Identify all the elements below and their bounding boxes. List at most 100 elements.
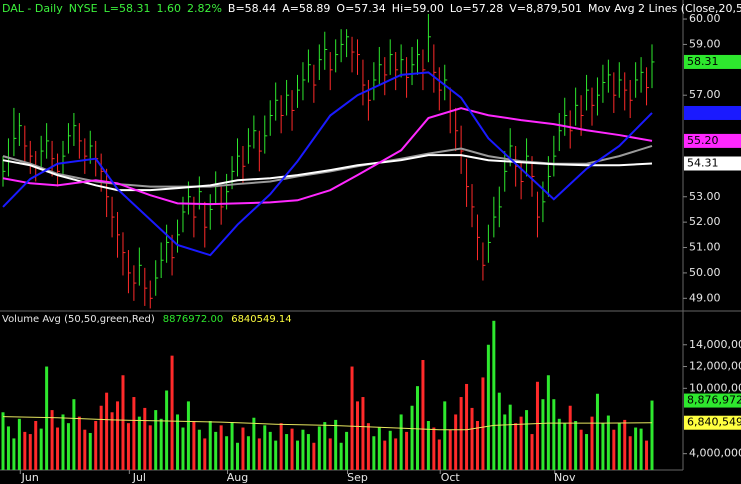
header-item: DAL - Daily — [2, 2, 63, 15]
header-item: Lo=57.28 — [449, 2, 504, 15]
x-tick-label: Jun — [21, 471, 39, 484]
x-tick-label: Nov — [554, 471, 576, 484]
header-item: NYSE — [68, 2, 98, 15]
volume-bar — [486, 344, 490, 470]
volume-bar — [361, 397, 365, 470]
header-item: V=8,879,501 — [509, 2, 582, 15]
volume-bar — [203, 438, 207, 470]
volume-bar — [590, 416, 594, 470]
volume-bar — [116, 401, 120, 470]
volume-bar — [519, 416, 523, 470]
value-marker-label: 54.31 — [687, 156, 719, 169]
x-tick-label: Oct — [441, 471, 461, 484]
volume-bar — [454, 414, 458, 470]
y-tick-label: 57.00 — [689, 88, 721, 101]
volume-bar — [334, 419, 338, 470]
volume-stat: 6840549.14 — [231, 314, 292, 325]
volume-bar — [110, 412, 114, 470]
volume-bar — [497, 392, 501, 470]
volume-bar — [432, 427, 436, 470]
volume-bar — [148, 425, 152, 470]
volume-bar — [568, 405, 572, 470]
volume-bar — [61, 414, 65, 470]
volume-bar — [192, 420, 196, 470]
volume-bar — [481, 377, 485, 470]
volume-bar — [465, 383, 469, 470]
volume-bar — [503, 414, 507, 470]
volume-bar — [181, 427, 185, 470]
value-marker-label: 58.31 — [687, 55, 719, 68]
value-marker — [684, 105, 741, 120]
volume-bar — [230, 422, 234, 470]
volume-bar — [606, 415, 610, 470]
volume-bar — [574, 420, 578, 470]
volume-bar — [437, 439, 441, 470]
plot-area — [0, 0, 683, 470]
volume-bar — [39, 428, 43, 470]
volume-bar — [410, 405, 414, 470]
value-marker — [684, 393, 741, 408]
volume-bar — [45, 366, 49, 470]
volume-bar — [470, 407, 474, 470]
volume-bar — [66, 423, 70, 470]
volume-bar — [366, 423, 370, 470]
volume-bar — [257, 438, 261, 470]
x-tick-label: Sep — [347, 471, 368, 484]
header-item: Mov Avg 2 Lines (Close,20,50,0) — [587, 2, 741, 15]
y-tick-label: 53.00 — [689, 190, 721, 203]
volume-bar — [252, 417, 256, 470]
value-marker-label: 6,840,549 — [687, 416, 741, 429]
volume-bar — [345, 431, 349, 470]
y-tick-label: 60.00 — [689, 12, 721, 25]
volume-bar — [241, 427, 245, 470]
volume-bar — [405, 431, 409, 470]
volume-bar — [383, 440, 387, 470]
volume-bar — [274, 440, 278, 470]
volume-bar — [28, 434, 32, 470]
header-item: B=58.44 — [227, 2, 277, 15]
volume-bar — [77, 416, 81, 470]
x-tick-label: Jul — [132, 471, 146, 484]
volume-bar — [617, 423, 621, 470]
y-tick-label: 49.00 — [689, 291, 721, 304]
volume-bar — [645, 440, 649, 470]
volume-bar — [214, 431, 218, 470]
volume-bar — [88, 432, 92, 470]
volume-bar — [143, 407, 147, 470]
volume-bar — [579, 429, 583, 470]
value-marker-label: 8,876,972 — [687, 394, 741, 407]
volume-bar — [126, 423, 130, 470]
volume-bar — [72, 399, 76, 470]
volume-bar — [399, 414, 403, 470]
volume-bar — [306, 434, 310, 470]
volume-bar — [421, 360, 425, 470]
volume-bar — [23, 431, 27, 470]
volume-bar — [525, 410, 529, 470]
volume-bar — [426, 420, 430, 470]
volume-bar — [34, 420, 38, 470]
volume-bar — [246, 436, 250, 470]
volume-bar — [628, 436, 632, 470]
volume-bar — [296, 440, 300, 470]
volume-bar — [301, 429, 305, 470]
value-marker — [684, 415, 741, 430]
volume-bar — [285, 434, 289, 470]
volume-bar — [197, 429, 201, 470]
volume-bar — [154, 410, 158, 470]
volume-bar — [339, 442, 343, 470]
volume-bar — [50, 410, 54, 470]
y-tick-label: 10,000,000 — [689, 381, 741, 394]
volume-bar — [208, 420, 212, 470]
volume-bar — [459, 397, 463, 470]
y-tick-label: 50.00 — [689, 266, 721, 279]
header-item: A=58.89 — [282, 2, 331, 15]
value-marker-label: 55.20 — [687, 134, 719, 147]
volume-stat: 8876972.00 — [162, 314, 224, 325]
volume-bar — [263, 425, 267, 470]
volume-bar — [290, 428, 294, 470]
y-tick-label: 51.00 — [689, 241, 721, 254]
volume-bar — [595, 393, 599, 470]
volume-bar — [312, 442, 316, 470]
volume-bar — [557, 418, 561, 470]
